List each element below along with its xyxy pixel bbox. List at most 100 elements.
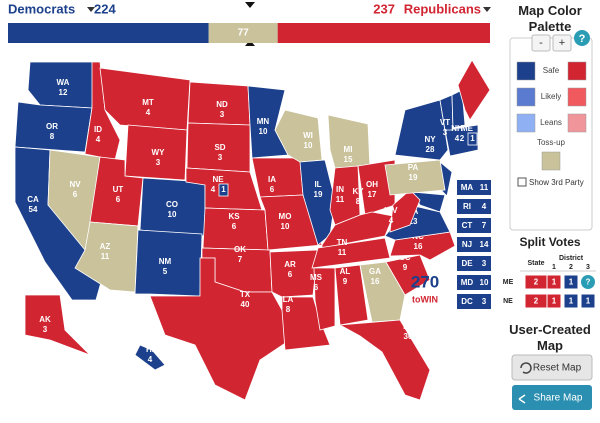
state-abbr: MO xyxy=(279,212,292,221)
state-votes: 13 xyxy=(409,217,418,226)
district-box[interactable] xyxy=(467,132,478,146)
state-shape[interactable] xyxy=(281,296,331,351)
state-abbr: MS xyxy=(310,273,323,282)
small-state-box[interactable] xyxy=(457,199,491,214)
state-shape[interactable] xyxy=(259,194,323,251)
rep-swatch[interactable] xyxy=(567,87,587,107)
split-cell[interactable] xyxy=(546,274,562,290)
split-cell[interactable] xyxy=(581,275,595,289)
palette-button[interactable] xyxy=(552,34,572,52)
state-shape[interactable] xyxy=(394,99,449,161)
small-state-votes: 11 xyxy=(480,183,489,192)
state-shape[interactable] xyxy=(338,319,431,401)
state-abbr: IA xyxy=(268,175,276,184)
state-votes: 2 xyxy=(460,134,465,143)
rep-votes: 237 xyxy=(373,1,395,16)
tally-bar xyxy=(277,23,490,43)
state-votes: 30 xyxy=(404,332,413,341)
state-shape[interactable] xyxy=(439,94,454,131)
split-cell[interactable] xyxy=(546,293,562,309)
district-number: 3 xyxy=(586,264,590,271)
state-votes: 40 xyxy=(241,300,250,309)
state-abbr: LA xyxy=(283,295,294,304)
rep-label[interactable]: Republicans xyxy=(404,1,481,16)
district-number: 1 xyxy=(552,264,556,271)
state-votes: 4 xyxy=(389,216,394,225)
share-label[interactable]: Share Map xyxy=(534,393,583,404)
help-label: ? xyxy=(579,33,586,45)
split-cell[interactable] xyxy=(563,274,579,290)
small-state-box[interactable] xyxy=(457,275,491,290)
small-state-votes: 7 xyxy=(482,221,487,230)
state-abbr: AZ xyxy=(100,242,111,251)
state-abbr: NE xyxy=(212,175,224,184)
state-votes: 16 xyxy=(414,242,423,251)
state-abbr: SC xyxy=(399,253,410,262)
split-cell[interactable] xyxy=(563,293,579,309)
state-votes: 12 xyxy=(59,88,68,97)
palette-button-label: + xyxy=(559,37,565,49)
state-votes: 28 xyxy=(426,145,435,154)
state-shape[interactable] xyxy=(385,254,431,296)
state-abbr: KS xyxy=(228,212,240,221)
state-shape[interactable] xyxy=(149,257,291,401)
dem-votes: 224 xyxy=(94,1,116,16)
state-shape[interactable] xyxy=(384,159,446,196)
state-abbr: TN xyxy=(337,238,348,247)
state-shape[interactable] xyxy=(124,124,188,181)
state-votes: 4 xyxy=(455,134,460,143)
state-shape[interactable] xyxy=(134,344,166,371)
state-abbr: GA xyxy=(369,267,381,276)
split-title: Split Votes xyxy=(519,235,580,249)
reset-icon xyxy=(520,362,532,374)
small-state-box[interactable] xyxy=(457,294,491,309)
state-votes: 11 xyxy=(101,252,110,261)
state-abbr: IL xyxy=(314,180,321,189)
dem-swatch[interactable] xyxy=(516,87,536,107)
small-state-votes: 10 xyxy=(480,278,489,287)
small-state-box[interactable] xyxy=(457,180,491,195)
state-shape[interactable] xyxy=(24,294,91,356)
third-party-checkbox[interactable] xyxy=(517,177,527,187)
state-votes: 10 xyxy=(168,210,177,219)
rep-swatch[interactable] xyxy=(567,61,587,81)
state-abbr: OK xyxy=(234,245,246,254)
state-shape[interactable] xyxy=(359,261,406,323)
state-shape[interactable] xyxy=(251,157,304,198)
split-cell[interactable] xyxy=(580,293,596,309)
state-votes: 5 xyxy=(163,267,168,276)
small-state-box[interactable] xyxy=(457,237,491,252)
state-shape[interactable] xyxy=(334,264,369,326)
dem-label[interactable]: Democrats xyxy=(8,1,75,16)
share-button[interactable] xyxy=(512,385,592,410)
state-abbr: OR xyxy=(46,122,58,131)
share-icon xyxy=(518,394,526,404)
reset-button[interactable] xyxy=(511,354,593,381)
help-button[interactable] xyxy=(574,30,590,46)
state-shape[interactable] xyxy=(134,229,203,297)
state-shape[interactable] xyxy=(311,237,391,269)
dem-swatch[interactable] xyxy=(516,61,536,81)
third-party-label[interactable]: Show 3rd Party xyxy=(529,178,584,187)
state-votes: 6 xyxy=(73,190,78,199)
tossup-label: Toss-up xyxy=(537,138,566,147)
state-abbr: MI xyxy=(344,145,353,154)
small-state-box[interactable] xyxy=(457,256,491,271)
split-cell-label: 1 xyxy=(569,297,574,306)
rep-swatch[interactable] xyxy=(567,113,587,133)
palette-box xyxy=(509,37,593,231)
state-shape[interactable] xyxy=(74,221,139,293)
district-box[interactable] xyxy=(218,183,229,197)
state-shape[interactable] xyxy=(313,267,336,331)
small-state-abbr: NJ xyxy=(462,240,472,249)
dem-swatch[interactable] xyxy=(516,113,536,133)
small-state-abbr: RI xyxy=(463,202,471,211)
state-votes: 16 xyxy=(371,277,380,286)
state-shape[interactable] xyxy=(457,59,491,121)
small-state-box[interactable] xyxy=(457,218,491,233)
reset-label[interactable]: Reset Map xyxy=(533,363,582,374)
tossup-swatch[interactable] xyxy=(541,151,561,171)
state-abbr: CO xyxy=(166,200,178,209)
palette-button[interactable] xyxy=(531,34,551,52)
state-shape[interactable] xyxy=(269,249,319,298)
